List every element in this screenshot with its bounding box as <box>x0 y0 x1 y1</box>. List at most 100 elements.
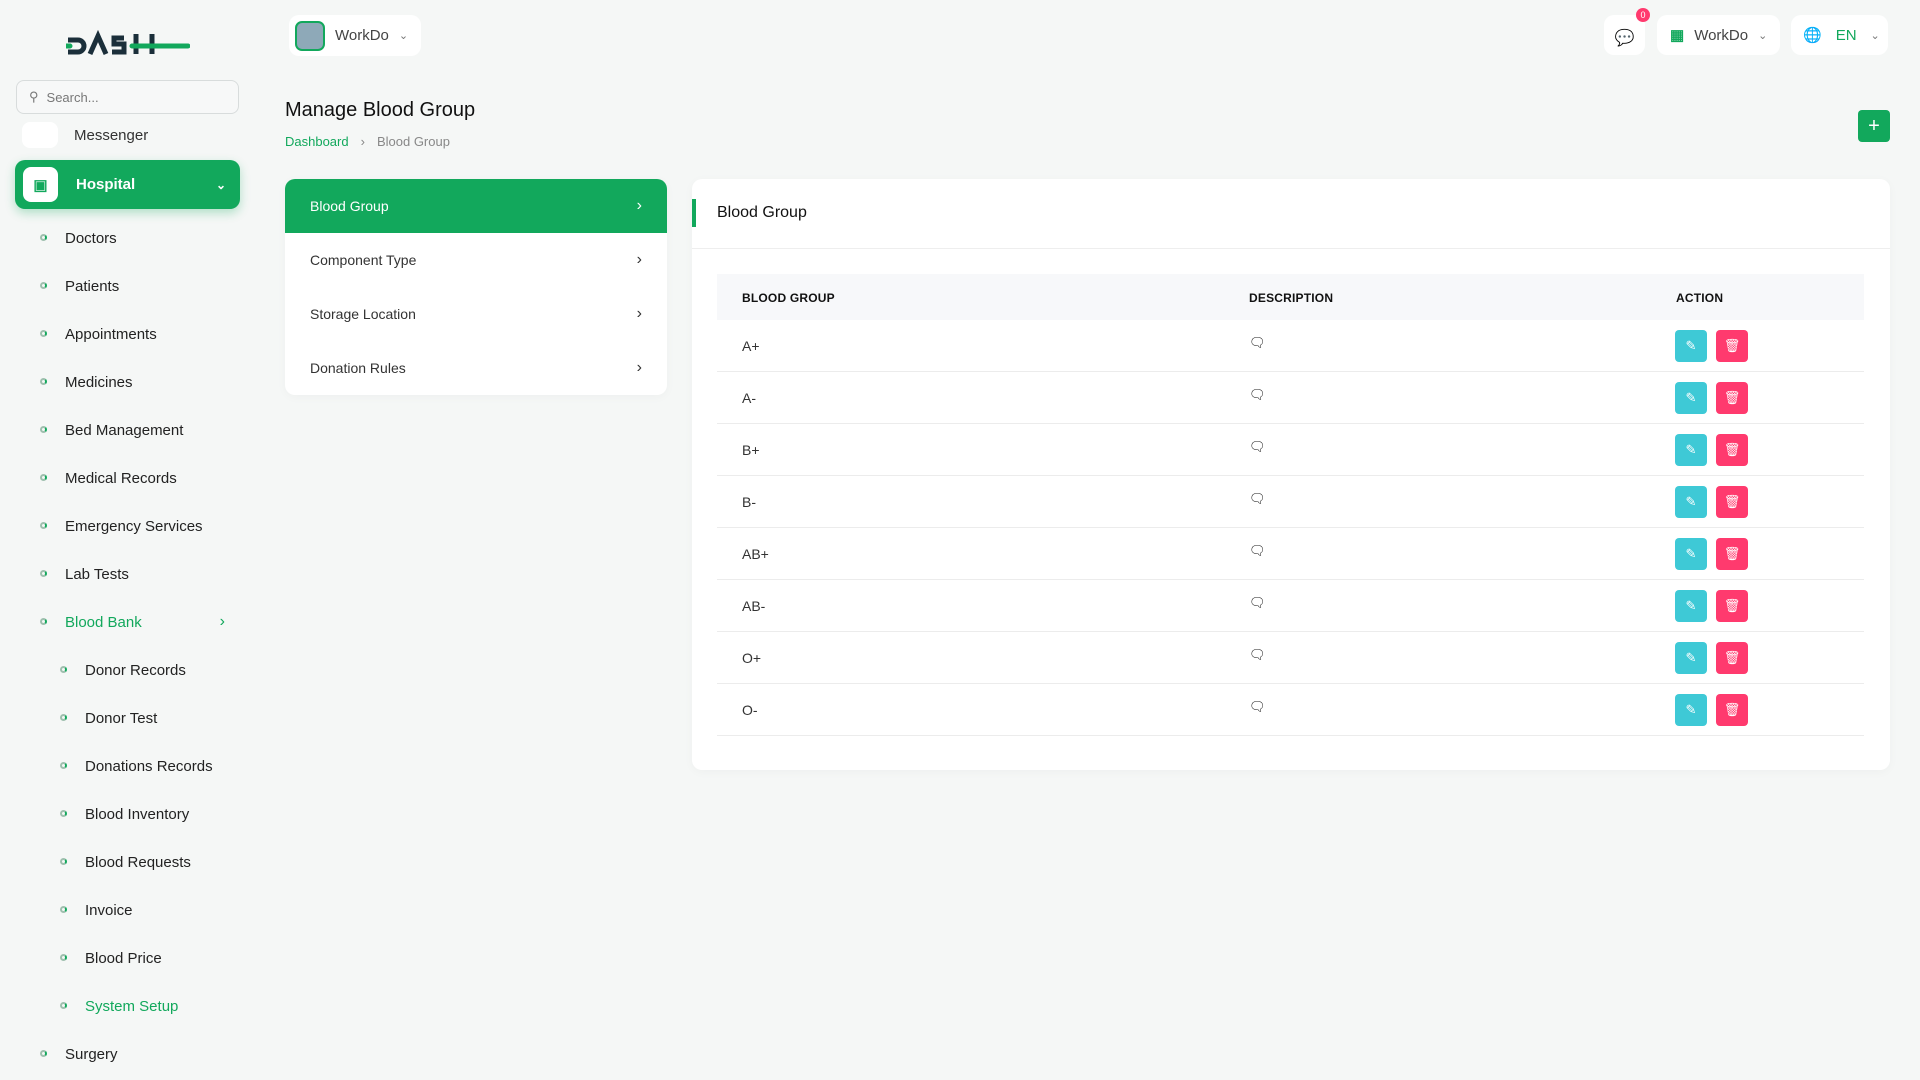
pencil-icon: ✎ <box>1685 702 1697 717</box>
trash-icon: 🗑 <box>1723 650 1741 665</box>
add-button[interactable]: + <box>1858 110 1890 142</box>
messages-button[interactable]: 💬 0 <box>1604 8 1650 55</box>
edit-button[interactable]: ✎ <box>1675 330 1707 362</box>
column-blood-group: BLOOD GROUP <box>742 291 835 305</box>
edit-button[interactable]: ✎ <box>1675 434 1707 466</box>
table-row: B+ 🗨 ✎ 🗑 <box>717 424 1864 476</box>
sidebar-item-label: Donor Records <box>85 661 186 679</box>
sidebar-item[interactable]: Medical Records <box>40 466 225 490</box>
search-input[interactable]: Search... <box>46 89 99 105</box>
sidebar-item[interactable]: Appointments <box>40 322 225 346</box>
edit-button[interactable]: ✎ <box>1675 486 1707 518</box>
delete-button[interactable]: 🗑 <box>1716 694 1748 726</box>
bullet-icon <box>40 378 47 385</box>
comment-icon[interactable]: 🗨 <box>1249 335 1266 350</box>
language-dropdown[interactable]: 🌐 EN ⌄ <box>1791 15 1888 55</box>
sidebar-subitem[interactable]: Blood Requests <box>60 850 191 874</box>
chevron-right-icon: › <box>636 359 642 376</box>
sidebar-item-label: Blood Bank <box>65 613 142 631</box>
company-dropdown[interactable]: ▦ WorkDo ⌄ <box>1657 15 1780 55</box>
sidebar-item[interactable]: Medicines <box>40 370 225 394</box>
comment-icon[interactable]: 🗨 <box>1249 595 1266 610</box>
workspace-dropdown[interactable]: WorkDo ⌄ <box>289 15 421 56</box>
delete-button[interactable]: 🗑 <box>1716 486 1748 518</box>
sidebar-item[interactable]: Patients <box>40 274 225 298</box>
blood-group-cell: B- <box>742 494 756 510</box>
delete-button[interactable]: 🗑 <box>1716 382 1748 414</box>
comment-icon[interactable]: 🗨 <box>1249 647 1266 662</box>
edit-button[interactable]: ✎ <box>1675 538 1707 570</box>
sidebar-subitem[interactable]: Blood Inventory <box>60 802 190 826</box>
edit-button[interactable]: ✎ <box>1675 694 1707 726</box>
pencil-icon: ✎ <box>1685 650 1697 665</box>
setup-menu-item[interactable]: Component Type › <box>285 233 667 287</box>
sidebar-item-label: Donations Records <box>85 757 213 775</box>
bullet-icon <box>60 762 67 769</box>
comment-icon[interactable]: 🗨 <box>1249 543 1266 558</box>
sidebar-item[interactable]: Doctors <box>40 226 225 250</box>
bullet-icon <box>40 282 47 289</box>
pencil-icon: ✎ <box>1685 598 1697 613</box>
delete-button[interactable]: 🗑 <box>1716 590 1748 622</box>
delete-button[interactable]: 🗑 <box>1716 330 1748 362</box>
blood-group-cell: A+ <box>742 338 760 354</box>
edit-button[interactable]: ✎ <box>1675 590 1707 622</box>
menu-item-label: Storage Location <box>310 306 416 322</box>
sidebar-item[interactable]: Bed Management <box>40 418 225 442</box>
sidebar-item-label: Surgery <box>65 1045 118 1063</box>
delete-button[interactable]: 🗑 <box>1716 538 1748 570</box>
trash-icon: 🗑 <box>1723 598 1741 613</box>
menu-item-label: Donation Rules <box>310 360 406 376</box>
column-action: ACTION <box>1676 291 1724 305</box>
setup-menu-item[interactable]: Blood Group › <box>285 179 667 233</box>
sidebar-subitem[interactable]: Donor Records <box>60 658 186 682</box>
sidebar-item-label: Appointments <box>65 325 157 343</box>
company-name: WorkDo <box>1694 26 1749 44</box>
bullet-icon <box>60 714 67 721</box>
delete-button[interactable]: 🗑 <box>1716 434 1748 466</box>
table-row: O- 🗨 ✎ 🗑 <box>717 684 1864 736</box>
table-row: AB+ 🗨 ✎ 🗑 <box>717 528 1864 580</box>
sidebar-subitem[interactable]: Blood Price <box>60 946 162 970</box>
sidebar-subitem[interactable]: Donor Test <box>60 706 158 730</box>
comment-icon[interactable]: 🗨 <box>1249 491 1266 506</box>
table-row: O+ 🗨 ✎ 🗑 <box>717 632 1864 684</box>
bullet-icon <box>60 666 67 673</box>
bullet-icon <box>40 570 47 577</box>
sidebar-item-label: Blood Inventory <box>85 805 190 823</box>
bullet-icon <box>60 1002 67 1009</box>
sidebar-item[interactable]: Emergency Services <box>40 514 225 538</box>
sidebar-item-hospital[interactable]: ▣ Hospital ⌄ <box>15 160 240 209</box>
comment-icon[interactable]: 🗨 <box>1249 387 1266 402</box>
pencil-icon: ✎ <box>1685 390 1697 405</box>
setup-menu-item[interactable]: Donation Rules › <box>285 341 667 395</box>
setup-menu-item[interactable]: Storage Location › <box>285 287 667 341</box>
comment-icon[interactable]: 🗨 <box>1249 699 1266 714</box>
sidebar-item-label: Emergency Services <box>65 517 203 535</box>
sidebar-item[interactable]: Lab Tests <box>40 562 225 586</box>
sidebar-search[interactable]: ⚲ Search... <box>16 80 239 114</box>
comment-icon[interactable]: 🗨 <box>1249 439 1266 454</box>
sidebar-item-label: Medical Records <box>65 469 177 487</box>
sidebar-subitem[interactable]: System Setup <box>60 994 178 1018</box>
edit-button[interactable]: ✎ <box>1675 642 1707 674</box>
chevron-right-icon: › <box>636 197 642 214</box>
sidebar-item-label: Donor Test <box>85 709 158 727</box>
breadcrumb-dashboard[interactable]: Dashboard <box>285 134 349 149</box>
plus-icon: + <box>1868 114 1880 137</box>
chevron-right-icon: › <box>636 251 642 268</box>
menu-item-label: Blood Group <box>310 198 389 214</box>
sidebar-subitem[interactable]: Invoice <box>60 898 133 922</box>
sidebar-item[interactable]: Surgery <box>40 1042 118 1066</box>
sidebar-item-messenger[interactable]: Messenger <box>22 122 222 148</box>
sidebar-item[interactable]: Blood Bank › <box>40 610 225 634</box>
edit-button[interactable]: ✎ <box>1675 382 1707 414</box>
workspace-name: WorkDo <box>335 27 389 44</box>
delete-button[interactable]: 🗑 <box>1716 642 1748 674</box>
pencil-icon: ✎ <box>1685 338 1697 353</box>
table-header: BLOOD GROUP DESCRIPTION ACTION <box>717 274 1864 320</box>
chat-icon: 💬 <box>1614 30 1635 47</box>
chevron-down-icon: ⌄ <box>398 30 409 42</box>
blood-group-cell: O+ <box>742 650 762 666</box>
sidebar-subitem[interactable]: Donations Records <box>60 754 213 778</box>
